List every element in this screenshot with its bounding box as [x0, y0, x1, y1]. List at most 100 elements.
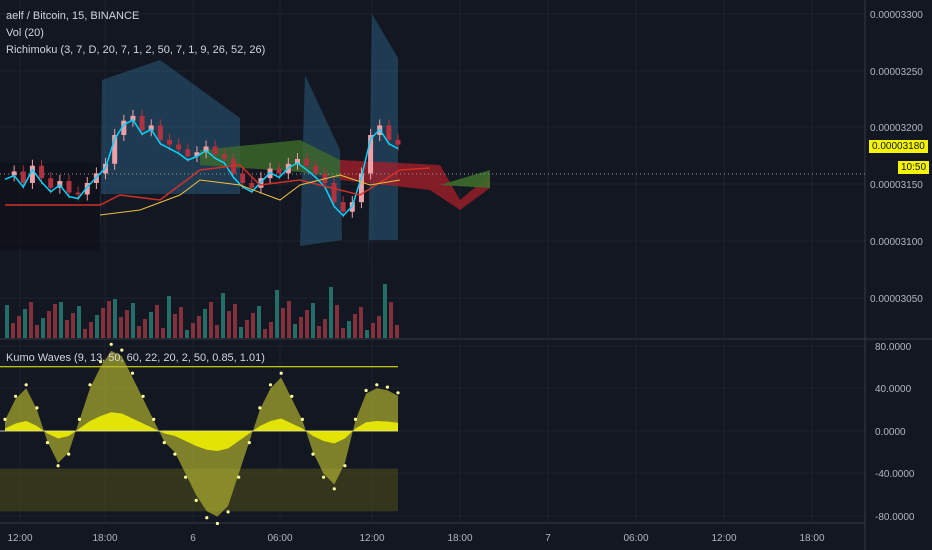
volume-bar: [149, 312, 153, 338]
volume-bar: [107, 301, 111, 338]
volume-bar: [65, 320, 69, 338]
x-tick-label: 06:00: [267, 533, 292, 544]
candle-body: [176, 144, 182, 150]
volume-legend: Vol (20): [6, 27, 44, 39]
countdown-tag: 10:50: [898, 161, 930, 174]
wave-dot: [24, 383, 28, 387]
wave-dot: [184, 475, 188, 479]
wave-dot: [120, 348, 124, 352]
candle-body: [313, 165, 319, 174]
volume-bar: [17, 316, 21, 338]
candle-body: [304, 159, 310, 166]
volume-bar: [191, 323, 195, 338]
wave-dot: [45, 441, 50, 445]
volume-bar: [395, 325, 399, 338]
volume-bar: [173, 314, 177, 338]
volume-bar: [359, 307, 363, 338]
kumo-red: [340, 160, 490, 210]
volume-bar: [203, 309, 207, 338]
wave-secondary-area: [5, 412, 398, 451]
wave-dot: [396, 391, 400, 395]
volume-bar: [215, 325, 219, 338]
candle-body: [48, 178, 54, 188]
candle-body: [139, 115, 145, 131]
volume-bar: [41, 318, 45, 338]
volume-bar: [311, 303, 315, 338]
candle-body: [212, 146, 218, 155]
ichimoku-cloud: [100, 60, 240, 250]
volume-bar: [23, 309, 27, 338]
volume-bar: [185, 330, 189, 338]
candle-body: [368, 135, 374, 174]
candle-body: [167, 139, 173, 145]
volume-bar: [371, 323, 375, 338]
volume-bar: [47, 311, 51, 338]
volume-bar: [53, 304, 57, 338]
wave-dot: [162, 441, 166, 445]
candle-body: [340, 202, 346, 212]
wave-dot: [279, 371, 283, 375]
ichimoku-cloud: [368, 14, 398, 270]
y-tick-label: 80.0000: [875, 342, 912, 353]
candle-body: [276, 168, 282, 174]
wave-dot: [290, 394, 294, 398]
candle-body: [395, 139, 401, 145]
wave-dot: [322, 475, 326, 479]
wave-dot: [247, 441, 251, 445]
candle-body: [121, 120, 127, 136]
volume-bar: [365, 330, 369, 338]
wave-dot: [343, 464, 347, 468]
volume-bar: [113, 299, 117, 338]
volume-bar: [83, 329, 87, 338]
wave-dot: [300, 417, 304, 421]
volume-bar: [347, 321, 351, 338]
candle-body: [358, 173, 364, 203]
candle-body: [130, 115, 136, 121]
wave-dot: [173, 452, 177, 456]
candle-body: [185, 149, 191, 157]
tenkan-line: [4, 118, 399, 217]
range-box: [0, 163, 100, 250]
y-tick-label: 0.0000: [875, 427, 906, 438]
candle-body: [148, 125, 154, 131]
volume-bar: [383, 284, 387, 338]
candle-body: [75, 192, 81, 195]
wave-dot: [364, 388, 368, 393]
volume-bar: [143, 319, 147, 338]
x-tick-label: 18:00: [447, 533, 472, 544]
volume-bar: [35, 325, 39, 338]
volume-bar: [377, 316, 381, 338]
volume-bar: [5, 305, 9, 338]
kumo-waves-legend: Kumo Waves (9, 13, 50, 60, 22, 20, 2, 50…: [6, 352, 265, 364]
volume-bar: [89, 322, 93, 338]
volume-bar: [197, 316, 201, 338]
kumo-green: [440, 170, 490, 188]
wave-dot: [194, 498, 198, 502]
volume-bar: [125, 310, 129, 338]
x-tick-label: 18:00: [799, 533, 824, 544]
candle-body: [194, 152, 200, 157]
wave-dot: [14, 394, 18, 398]
wave-dot: [311, 452, 315, 456]
volume-bar: [209, 302, 213, 338]
wave-dot: [67, 452, 71, 456]
volume-bar: [29, 302, 33, 338]
wave-dot: [152, 417, 156, 421]
y-tick-label: 0.00003250: [870, 67, 923, 78]
candle-body: [331, 182, 337, 203]
volume-bar: [71, 313, 75, 338]
wave-dot: [237, 475, 241, 479]
ichimoku-legend: Richimoku (3, 7, D, 20, 7, 1, 2, 50, 7, …: [6, 44, 266, 56]
volume-bar: [131, 303, 135, 338]
wave-dot: [99, 360, 103, 364]
x-tick-label: 6: [190, 533, 196, 544]
wave-dot: [35, 406, 39, 410]
wave-dot: [385, 385, 389, 389]
volume-bar: [167, 296, 171, 338]
x-tick-label: 06:00: [623, 533, 648, 544]
wave-dot: [268, 383, 273, 387]
wave-dot: [332, 487, 336, 491]
volume-bar: [341, 328, 345, 338]
